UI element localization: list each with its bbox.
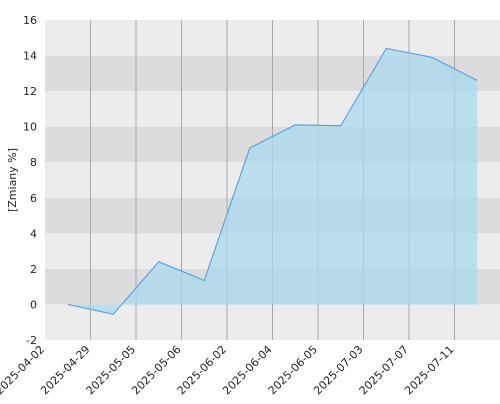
- area: [67, 48, 478, 315]
- y-tick-label: 6: [30, 192, 37, 205]
- y-tick-label: -2: [26, 334, 37, 347]
- x-tick-label: 2025-07-11: [402, 343, 456, 397]
- y-tick-label: 4: [30, 227, 37, 240]
- y-tick-label: 10: [23, 121, 37, 134]
- y-tick-label: 0: [30, 298, 37, 311]
- y-axis-label: [Zmiany %]: [6, 148, 19, 212]
- y-tick-label: 8: [30, 156, 37, 169]
- line: [67, 47, 478, 315]
- y-tick-label: 16: [23, 14, 37, 27]
- y-tick-label: 14: [23, 50, 37, 63]
- y-tick-label: 12: [23, 85, 37, 98]
- y-tick-label: 2: [30, 263, 37, 276]
